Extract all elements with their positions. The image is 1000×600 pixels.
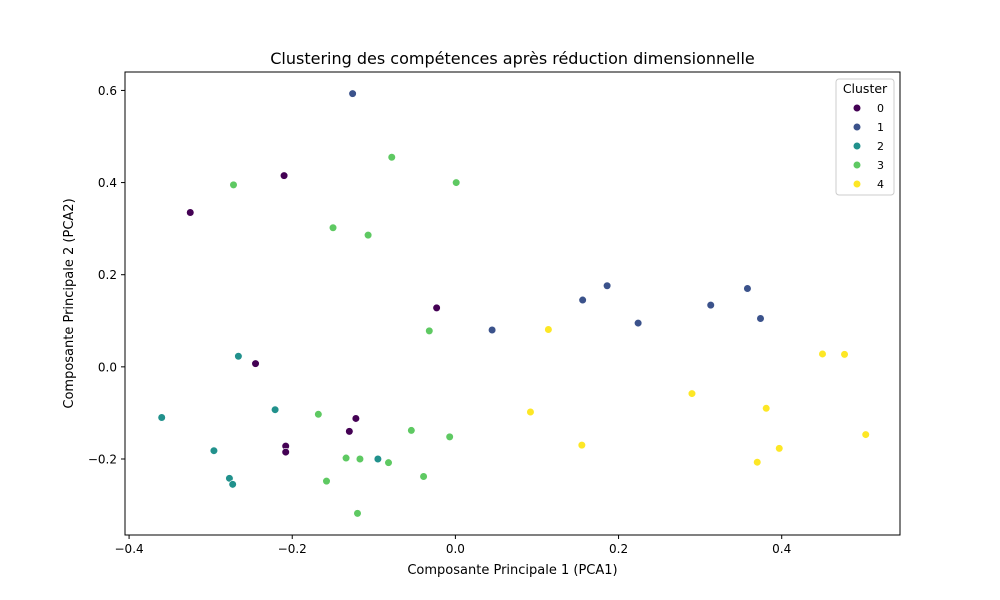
data-point-cluster-0 xyxy=(351,414,360,423)
data-point-cluster-3 xyxy=(229,180,238,189)
plot-area-frame xyxy=(124,71,901,536)
y-axis-title: Composante Principale 2 (PCA2) xyxy=(62,198,77,408)
legend-label-3: 3 xyxy=(877,159,884,172)
data-point-cluster-4 xyxy=(762,404,771,413)
data-point-cluster-1 xyxy=(348,89,357,98)
data-point-cluster-3 xyxy=(341,453,351,463)
data-point-cluster-1 xyxy=(488,325,497,335)
y-tick-label: 0.2 xyxy=(98,268,117,282)
data-point-cluster-3 xyxy=(384,458,393,467)
data-point-cluster-1 xyxy=(743,284,752,293)
data-points xyxy=(157,89,870,518)
data-point-cluster-4 xyxy=(861,430,870,439)
data-point-cluster-0 xyxy=(281,447,290,457)
data-point-cluster-0 xyxy=(251,359,260,368)
data-point-cluster-4 xyxy=(818,349,827,359)
legend-marker-0 xyxy=(852,103,862,113)
x-tick-label: 0.0 xyxy=(446,542,465,556)
data-point-cluster-0 xyxy=(279,171,289,180)
data-point-cluster-4 xyxy=(544,325,553,334)
data-point-cluster-4 xyxy=(687,389,697,398)
data-point-cluster-1 xyxy=(578,295,587,305)
data-point-cluster-4 xyxy=(775,444,784,453)
data-point-cluster-0 xyxy=(345,427,354,436)
chart-title: Clustering des compétences après réducti… xyxy=(270,49,754,68)
data-point-cluster-3 xyxy=(328,223,338,232)
legend: Cluster 0 1 2 3 4 xyxy=(835,78,895,196)
y-tick-label: 0.6 xyxy=(98,84,117,98)
data-point-cluster-0 xyxy=(432,303,441,312)
data-point-cluster-2 xyxy=(234,352,243,361)
legend-label-2: 2 xyxy=(877,140,884,153)
data-point-cluster-1 xyxy=(603,281,612,290)
x-tick-label: −0.2 xyxy=(278,542,307,556)
legend-marker-4 xyxy=(852,179,862,189)
legend-label-0: 0 xyxy=(877,102,884,115)
x-tick-label: 0.2 xyxy=(609,542,628,556)
y-tick-label: 0.4 xyxy=(98,176,117,190)
data-point-cluster-3 xyxy=(353,509,362,518)
data-point-cluster-4 xyxy=(577,441,586,450)
data-point-cluster-1 xyxy=(756,314,765,323)
data-point-cluster-3 xyxy=(322,477,331,486)
legend-marker-2 xyxy=(852,141,862,151)
y-tick-label: −0.2 xyxy=(88,452,117,466)
x-axis-ticks: −0.4 −0.2 0.0 0.2 0.4 xyxy=(115,535,791,556)
y-axis-ticks: −0.2 0.0 0.2 0.4 0.6 xyxy=(88,84,125,466)
legend-label-1: 1 xyxy=(877,121,884,134)
data-point-cluster-3 xyxy=(445,432,454,441)
data-point-cluster-1 xyxy=(634,318,643,328)
legend-items: 0 1 2 3 4 xyxy=(852,102,884,191)
legend-frame xyxy=(835,78,895,196)
y-tick-label: 0.0 xyxy=(98,360,117,374)
data-point-cluster-1 xyxy=(706,301,715,310)
data-point-cluster-2 xyxy=(271,405,280,414)
data-point-cluster-3 xyxy=(452,178,461,187)
data-point-cluster-0 xyxy=(186,208,195,217)
data-point-cluster-4 xyxy=(753,458,762,467)
data-point-cluster-3 xyxy=(387,153,396,162)
legend-marker-1 xyxy=(852,122,862,132)
data-point-cluster-4 xyxy=(526,407,535,417)
x-axis-title: Composante Principale 1 (PCA1) xyxy=(407,563,617,578)
data-point-cluster-3 xyxy=(425,326,434,336)
data-point-cluster-3 xyxy=(407,426,416,435)
data-point-cluster-2 xyxy=(373,454,382,464)
x-tick-label: 0.4 xyxy=(772,542,791,556)
data-point-cluster-3 xyxy=(364,230,373,240)
x-tick-label: −0.4 xyxy=(115,542,144,556)
data-point-cluster-2 xyxy=(228,480,237,489)
data-point-cluster-4 xyxy=(840,350,849,359)
data-point-cluster-3 xyxy=(419,472,428,481)
data-point-cluster-2 xyxy=(209,446,219,455)
legend-marker-3 xyxy=(852,160,862,170)
legend-label-4: 4 xyxy=(877,178,884,191)
data-point-cluster-3 xyxy=(314,410,323,419)
data-point-cluster-2 xyxy=(157,413,166,422)
legend-title: Cluster xyxy=(843,81,888,96)
data-point-cluster-3 xyxy=(355,454,365,464)
